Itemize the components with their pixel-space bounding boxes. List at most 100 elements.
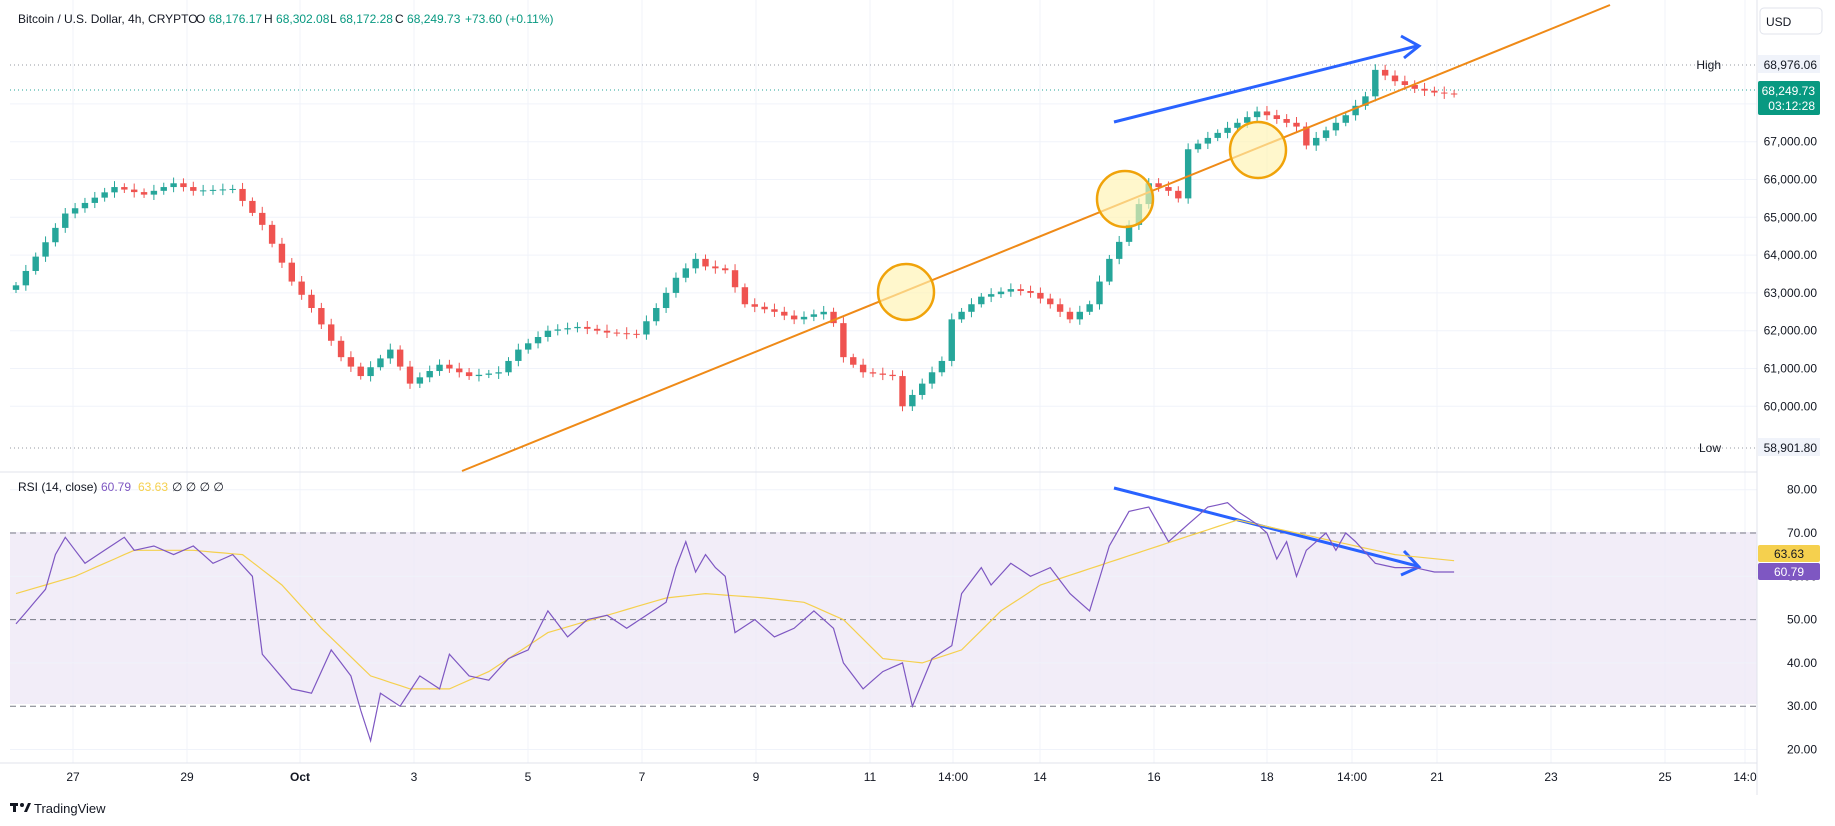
candle-body[interactable] [820,311,827,315]
support-trendline[interactable] [461,4,1611,472]
candle-body[interactable] [1056,304,1064,312]
candle-body[interactable] [810,314,818,317]
retest-circle-2[interactable] [1095,169,1155,229]
candle-body[interactable] [140,192,148,195]
candle-body[interactable] [475,374,483,377]
candle-body[interactable] [436,364,443,372]
candle-body[interactable] [603,330,611,333]
candle-body[interactable] [91,197,98,203]
candle-body[interactable] [229,188,236,190]
candle-body[interactable] [71,208,79,214]
candle-body[interactable] [199,190,207,192]
candle-body[interactable] [1421,88,1428,91]
candle-body[interactable] [298,281,305,295]
candle-body[interactable] [81,202,89,209]
candle-body[interactable] [1204,137,1212,144]
candle-body[interactable] [1037,292,1044,299]
candle-body[interactable] [889,374,896,377]
candle-body[interactable] [1362,96,1369,106]
candle-body[interactable] [1086,304,1093,312]
candle-body[interactable] [318,308,325,325]
candle-body[interactable] [387,349,394,359]
candle-body[interactable] [416,377,424,384]
candle-body[interactable] [406,366,414,384]
candle-body[interactable] [170,183,177,188]
candle-body[interactable] [751,304,758,307]
candle-body[interactable] [662,292,670,309]
candle-body[interactable] [938,360,946,373]
candle-body[interactable] [692,258,699,269]
candlestick-series[interactable] [12,64,1458,412]
price-higher-high-arrow[interactable] [1113,34,1422,124]
candle-body[interactable] [446,364,453,369]
candle-body[interactable] [1027,291,1034,293]
candle-body[interactable] [1234,122,1241,128]
candle-body[interactable] [249,200,256,213]
candle-body[interactable] [1224,127,1231,133]
symbol-legend[interactable]: Bitcoin / U.S. Dollar, 4h, CRYPTO O 68,1… [18,12,554,26]
retest-circle-3[interactable] [1228,120,1288,180]
candle-body[interactable] [180,183,187,188]
candle-body[interactable] [12,285,20,290]
candle-body[interactable] [1342,115,1349,123]
candle-body[interactable] [1047,298,1054,305]
candle-body[interactable] [712,266,719,269]
candle-body[interactable] [781,311,788,316]
currency-button[interactable] [1759,7,1823,35]
candle-body[interactable] [958,311,965,320]
candle-body[interactable] [505,360,512,373]
candle-body[interactable] [209,189,217,191]
candle-body[interactable] [62,213,69,228]
candle-body[interactable] [337,340,345,358]
candle-body[interactable] [1322,130,1330,138]
tradingview-logo[interactable]: TradingView [10,801,106,816]
candle-body[interactable] [111,187,118,193]
candle-body[interactable] [554,329,561,331]
candle-body[interactable] [1391,75,1399,82]
candle-body[interactable] [239,188,246,201]
candle-body[interactable] [190,187,197,191]
candle-body[interactable] [1372,69,1379,97]
candle-body[interactable] [278,243,286,263]
candle-body[interactable] [308,294,315,309]
price-axis[interactable]: 60,000.00 61,000.00 62,000.00 63,000.00 64,0… [1764,135,1818,414]
rsi-line[interactable] [15,502,1455,744]
candle-body[interactable] [869,372,877,374]
candle-body[interactable] [367,367,374,377]
candle-body[interactable] [525,343,532,350]
candle-body[interactable] [32,256,39,271]
candle-body[interactable] [1273,115,1280,120]
candle-body[interactable] [790,315,798,320]
candle-body[interactable] [1283,119,1290,123]
candle-body[interactable] [328,324,335,341]
candle-body[interactable] [1352,105,1359,116]
candle-body[interactable] [1066,311,1074,320]
candle-body[interactable] [741,287,749,305]
candle-body[interactable] [377,358,384,368]
candle-body[interactable] [909,394,916,407]
candle-body[interactable] [42,242,49,257]
candle-body[interactable] [968,304,975,312]
candle-body[interactable] [219,189,227,191]
candle-body[interactable] [1431,90,1438,93]
candle-body[interactable] [584,326,591,329]
candle-body[interactable] [633,333,640,335]
candle-body[interactable] [52,227,59,243]
candle-body[interactable] [731,270,739,288]
candle-body[interactable] [357,366,364,377]
candle-body[interactable] [899,376,906,407]
candle-body[interactable] [879,373,886,375]
candle-body[interactable] [643,321,650,335]
candle-body[interactable] [1214,132,1221,138]
candle-body[interactable] [1116,241,1123,259]
candle-body[interactable] [978,296,985,305]
candle-body[interactable] [919,383,926,395]
candle-body[interactable] [1244,117,1251,123]
candle-body[interactable] [1381,69,1389,76]
candle-body[interactable] [1303,126,1310,146]
candle-body[interactable] [702,258,709,267]
candle-body[interactable] [800,316,808,320]
candle-body[interactable] [150,190,158,195]
candle-body[interactable] [259,212,266,225]
